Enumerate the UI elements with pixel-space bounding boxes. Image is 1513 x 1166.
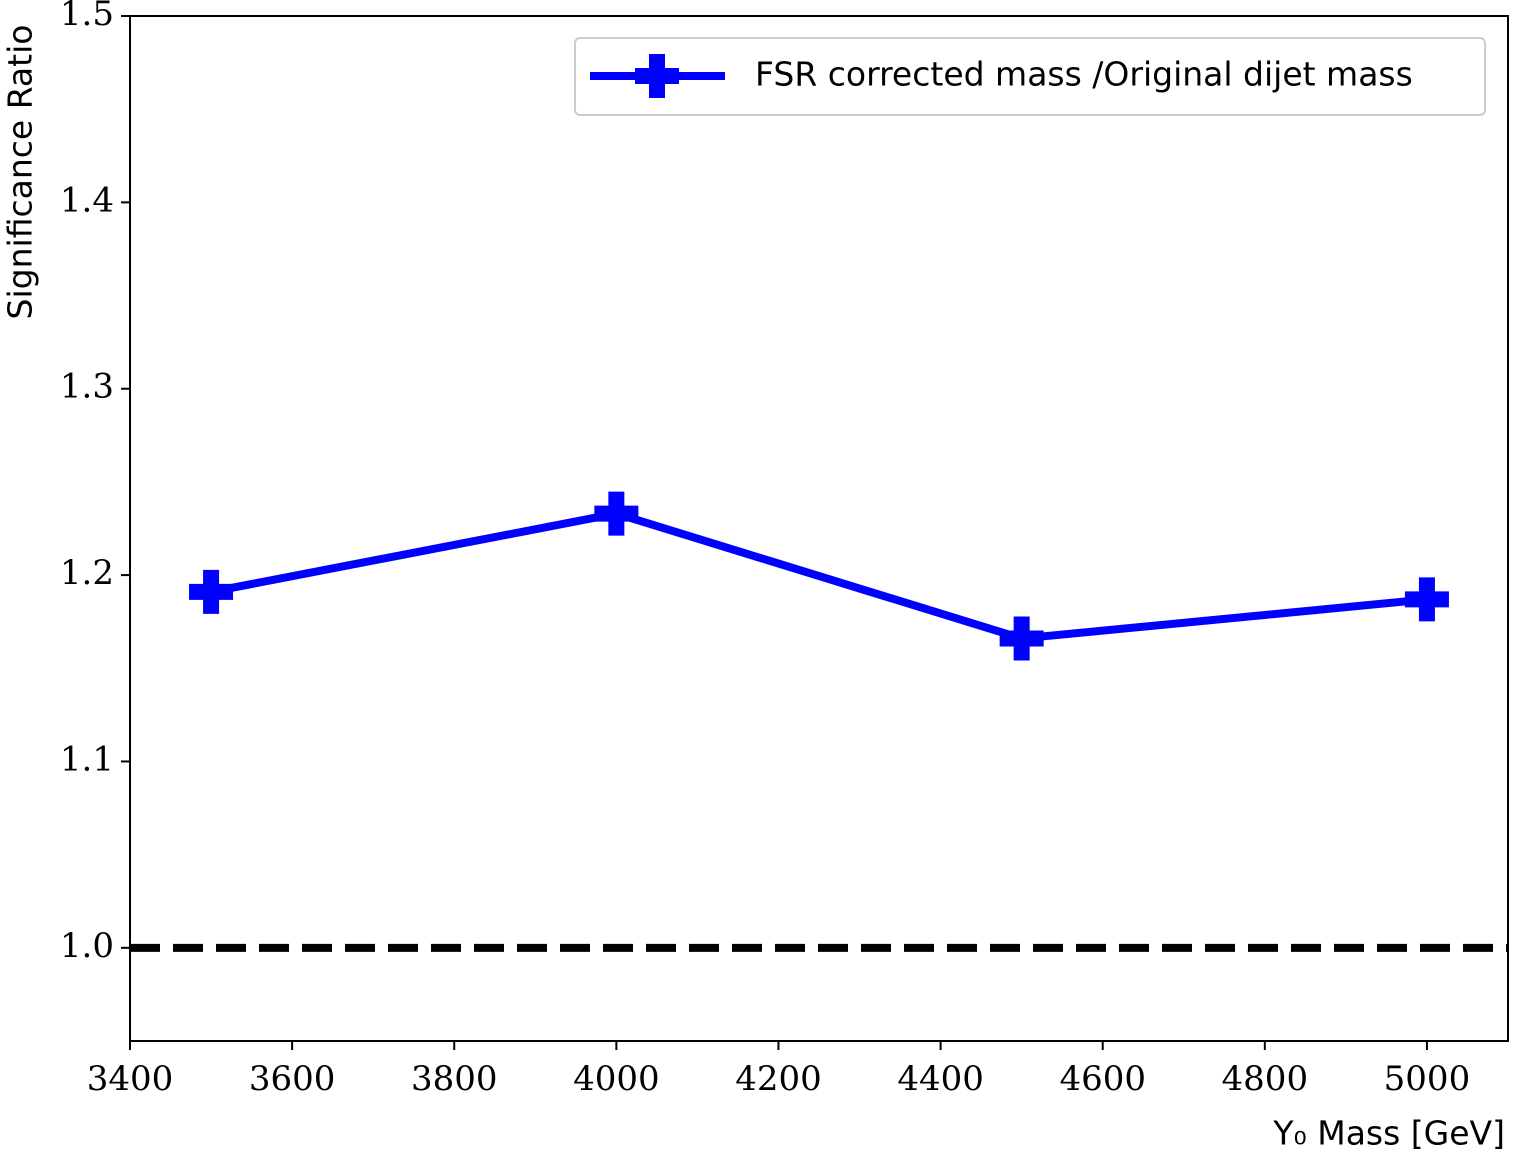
y-tick-label: 1.5 [60, 0, 114, 34]
y-tick-label: 1.1 [60, 739, 114, 779]
marker [189, 569, 234, 614]
legend-marker [635, 54, 679, 98]
y-tick-label: 1.3 [60, 367, 114, 407]
series-line [210, 509, 1428, 643]
marker [999, 616, 1044, 661]
x-tick-label: 4000 [573, 1059, 660, 1099]
x-tick-label: 3600 [249, 1059, 336, 1099]
x-tick-label: 4200 [735, 1059, 822, 1099]
x-tick-label: 4600 [1059, 1059, 1146, 1099]
x-axis-label: Y₀ Mass [GeV] [1272, 1114, 1505, 1153]
marker [1404, 577, 1449, 622]
legend-label: FSR corrected mass /Original dijet mass [755, 55, 1413, 94]
marker [594, 491, 639, 536]
x-tick-label: 3800 [411, 1059, 498, 1099]
plot-frame [129, 15, 1509, 1042]
y-tick-label: 1.2 [60, 553, 114, 593]
x-tick-label: 4800 [1222, 1059, 1309, 1099]
y-tick-label: 1.4 [60, 180, 114, 220]
legend-box [574, 37, 1486, 116]
y-axis-label: Significance Ratio [1, 25, 40, 320]
x-tick-label: 3400 [87, 1059, 174, 1099]
y-tick-label: 1.0 [60, 926, 114, 966]
x-tick-label: 5000 [1384, 1059, 1471, 1099]
x-tick-label: 4400 [897, 1059, 984, 1099]
